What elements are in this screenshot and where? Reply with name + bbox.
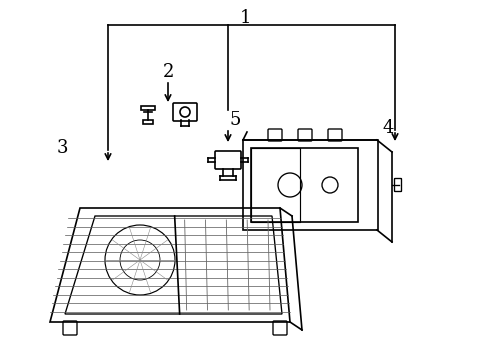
Text: 4: 4 (382, 119, 393, 137)
Text: 3: 3 (56, 139, 68, 157)
Text: 1: 1 (239, 9, 251, 27)
Text: 2: 2 (162, 63, 173, 81)
Text: 5: 5 (229, 111, 241, 129)
